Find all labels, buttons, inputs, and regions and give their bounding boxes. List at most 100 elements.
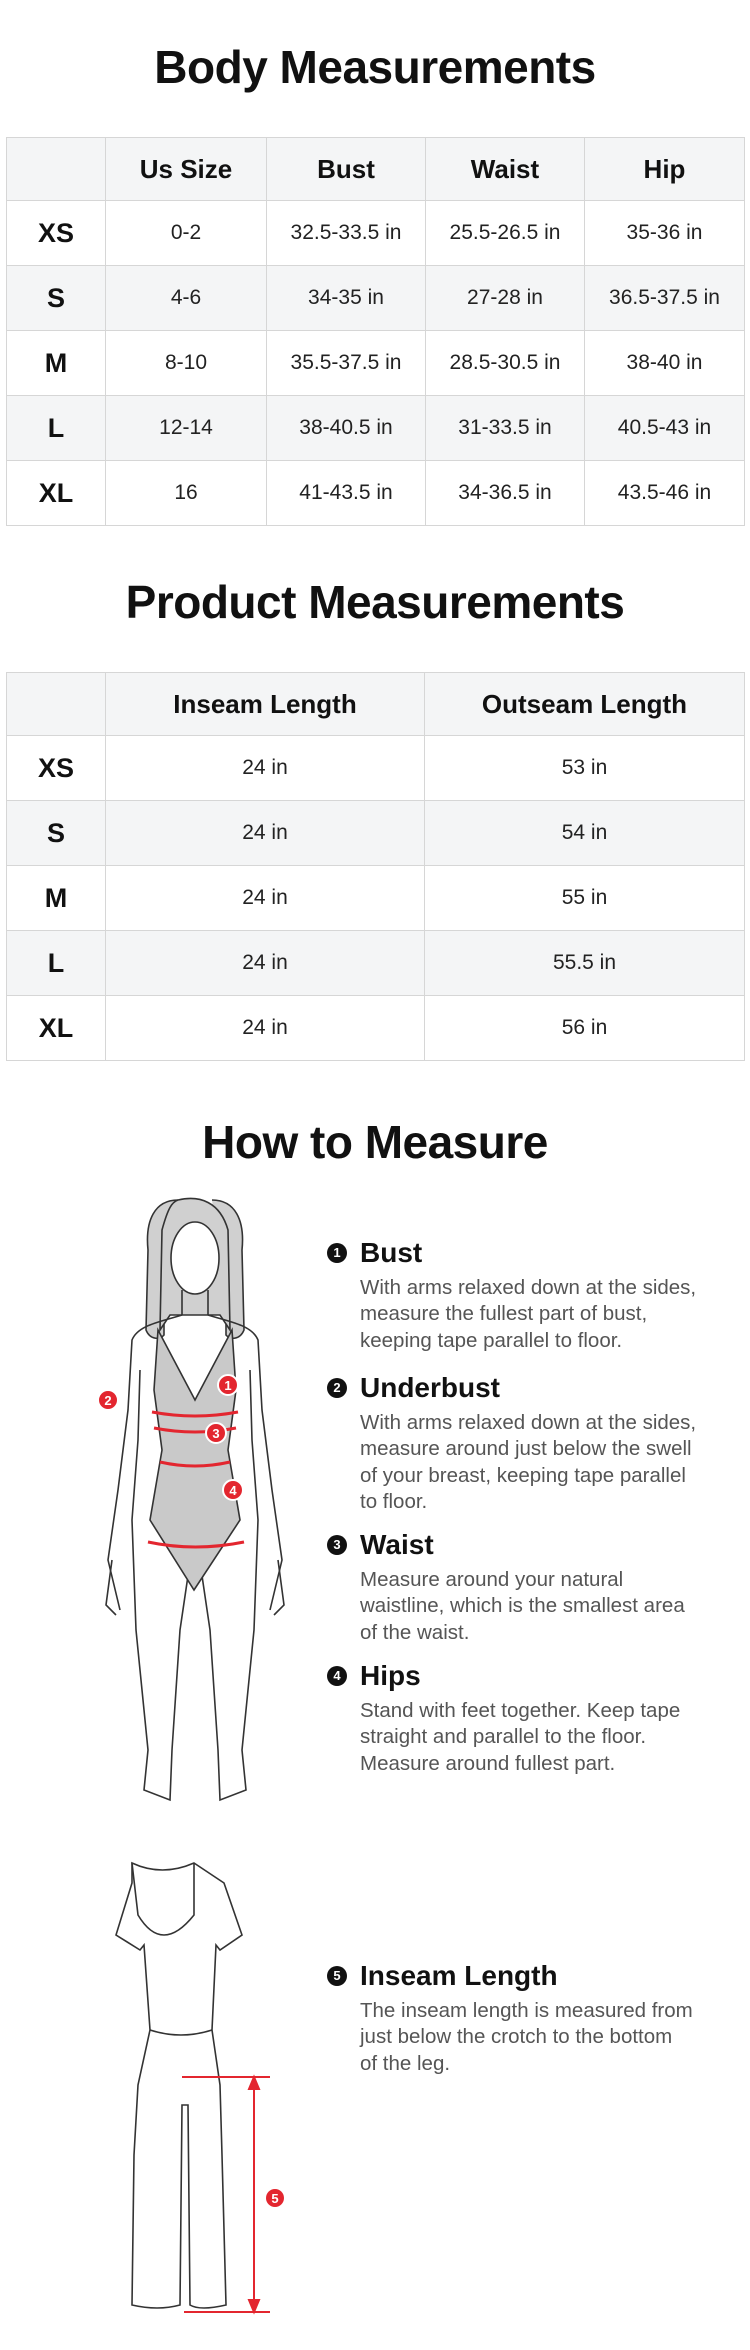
marker-5: 5 [266,2189,284,2207]
marker-3: 3 [205,1422,227,1444]
description-line: waistline, which is the smallest area [360,1594,685,1618]
table-cell: 24 in [105,930,425,996]
svg-text:3: 3 [212,1426,219,1441]
table-cell: 55 in [424,865,745,931]
size-label: XL [6,460,106,526]
description-line: measure the fullest part of bust, [360,1302,648,1326]
table-cell: 38-40.5 in [266,395,426,461]
description-line: to floor. [360,1489,428,1513]
table-cell: 34-36.5 in [425,460,585,526]
table-header-row: Inseam Length Outseam Length [6,672,745,736]
table-cell: 55.5 in [424,930,745,996]
column-header: Waist [425,137,585,201]
measure-item-title: Inseam Length [360,1960,558,1991]
size-label: L [6,930,106,996]
body-figure-illustration: 1 2 3 4 [97,1197,285,1802]
marker-2: 2 [97,1389,119,1411]
product-measurements-title: Product Measurements [125,576,625,628]
svg-text:2: 2 [104,1393,111,1408]
how-to-measure-title: How to Measure [202,1116,548,1168]
column-header: Hip [584,137,745,201]
table-cell: 40.5-43 in [584,395,745,461]
table-cell: 53 in [424,735,745,801]
number-badge-icon: 1 [327,1243,347,1263]
table-cell: 43.5-46 in [584,460,745,526]
table-row: S 24 in 54 in [6,800,745,866]
table-cell: 4-6 [105,265,267,331]
table-row: M 24 in 55 in [6,865,745,931]
number-badge-icon: 3 [327,1535,347,1555]
measure-item-description: Measure around your natural waistline, wh… [360,1567,730,1646]
number-badge-icon: 2 [327,1378,347,1398]
size-label: XS [6,735,106,801]
column-header: Inseam Length [105,672,425,736]
table-cell: 16 [105,460,267,526]
description-line: just below the crotch to the bottom [360,2025,673,2049]
column-header [6,137,106,201]
description-line: Measure around fullest part. [360,1751,616,1775]
measure-item-title: Bust [360,1237,423,1268]
table-cell: 35-36 in [584,200,745,266]
table-row: L 24 in 55.5 in [6,930,745,996]
table-cell: 12-14 [105,395,267,461]
description-line: Stand with feet together. Keep tape [360,1699,681,1722]
table-cell: 28.5-30.5 in [425,330,585,396]
table-cell: 38-40 in [584,330,745,396]
body-measurements-table: Us Size Bust Waist Hip XS 0-2 32.5-33.5 in… [6,137,745,526]
table-row: L 12-14 38-40.5 in 31-33.5 in 40.5-43 in [6,395,745,461]
table-row: XS 0-2 32.5-33.5 in 25.5-26.5 in 35-36 in [6,200,745,266]
number-badge-icon: 5 [327,1966,347,1986]
size-label: M [6,865,106,931]
svg-text:1: 1 [224,1378,231,1393]
table-row: XL 16 41-43.5 in 34-36.5 in 43.5-46 in [6,460,745,526]
description-line: The inseam length is measured from [360,1999,693,2022]
marker-4: 4 [222,1479,244,1501]
table-cell: 36.5-37.5 in [584,265,745,331]
table-cell: 0-2 [105,200,267,266]
column-header: Us Size [105,137,267,201]
table-cell: 41-43.5 in [266,460,426,526]
description-line: keeping tape parallel to floor. [360,1328,623,1352]
column-header [6,672,106,736]
product-measurements-table: Inseam Length Outseam Length XS 24 in 53 i… [6,672,745,1061]
description-line: With arms relaxed down at the sides, [360,1276,697,1299]
table-cell: 24 in [105,995,425,1061]
measure-item-description: Stand with feet together. Keep tape strai… [360,1698,730,1777]
measure-item-title: Hips [360,1660,421,1691]
measure-item-description: The inseam length is measured from just b… [360,1998,730,2077]
measure-item-description: With arms relaxed down at the sides, meas… [360,1410,730,1515]
jumpsuit-illustration: 5 [115,1861,284,2315]
svg-text:4: 4 [229,1483,237,1498]
measure-item-title: Underbust [360,1372,500,1403]
description-line: of the leg. [360,2051,451,2075]
table-row: S 4-6 34-35 in 27-28 in 36.5-37.5 in [6,265,745,331]
column-header: Bust [266,137,426,201]
table-cell: 34-35 in [266,265,426,331]
size-label: M [6,330,106,396]
table-cell: 24 in [105,800,425,866]
marker-1: 1 [217,1374,239,1396]
description-line: of the waist. [360,1620,470,1644]
size-label: S [6,800,106,866]
size-label: XS [6,200,106,266]
table-cell: 54 in [424,800,745,866]
column-header: Outseam Length [424,672,745,736]
table-cell: 24 in [105,735,425,801]
table-row: M 8-10 35.5-37.5 in 28.5-30.5 in 38-40 in [6,330,745,396]
svg-text:5: 5 [271,2191,278,2206]
description-line: straight and parallel to the floor. [360,1725,647,1749]
table-cell: 31-33.5 in [425,395,585,461]
table-row: XS 24 in 53 in [6,735,745,801]
size-label: L [6,395,106,461]
table-cell: 27-28 in [425,265,585,331]
body-measurements-title: Body Measurements [154,41,596,93]
table-header-row: Us Size Bust Waist Hip [6,137,745,201]
number-badge-icon: 4 [327,1666,347,1686]
table-cell: 35.5-37.5 in [266,330,426,396]
size-label: S [6,265,106,331]
description-line: of your breast, keeping tape parallel [360,1463,686,1487]
table-cell: 25.5-26.5 in [425,200,585,266]
table-cell: 8-10 [105,330,267,396]
measure-item-description: With arms relaxed down at the sides, meas… [360,1275,730,1354]
measure-item-title: Waist [360,1529,434,1560]
